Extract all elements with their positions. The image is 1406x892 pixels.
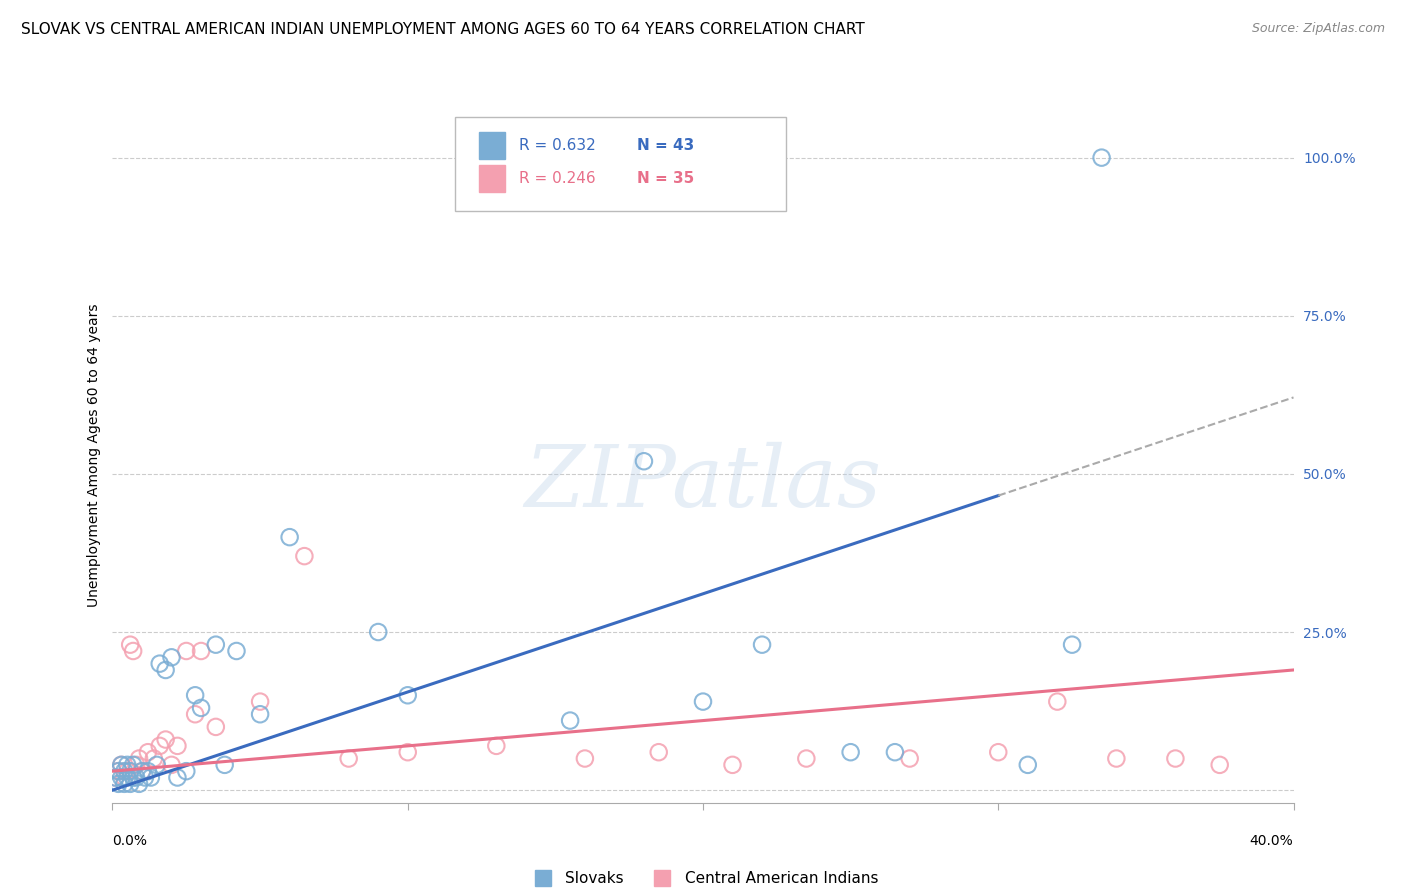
Y-axis label: Unemployment Among Ages 60 to 64 years: Unemployment Among Ages 60 to 64 years xyxy=(87,303,101,607)
Point xyxy=(160,650,183,665)
Point xyxy=(120,777,142,791)
Point xyxy=(166,739,188,753)
Point xyxy=(337,751,360,765)
Text: SLOVAK VS CENTRAL AMERICAN INDIAN UNEMPLOYMENT AMONG AGES 60 TO 64 YEARS CORRELA: SLOVAK VS CENTRAL AMERICAN INDIAN UNEMPL… xyxy=(21,22,865,37)
Point xyxy=(1091,151,1114,165)
Point xyxy=(128,777,150,791)
Point xyxy=(122,644,145,658)
Point xyxy=(107,764,129,779)
Point xyxy=(558,714,582,728)
Point xyxy=(485,739,508,753)
Point xyxy=(107,777,129,791)
Point xyxy=(131,764,153,779)
Point xyxy=(205,638,228,652)
Point xyxy=(1017,757,1039,772)
Text: N = 35: N = 35 xyxy=(637,171,695,186)
Point xyxy=(796,751,818,765)
Point xyxy=(190,644,212,658)
Point xyxy=(155,732,177,747)
Point xyxy=(107,764,129,779)
Point xyxy=(104,771,127,785)
Point xyxy=(120,764,142,779)
Point xyxy=(751,638,773,652)
Point xyxy=(142,751,165,765)
Point xyxy=(898,751,921,765)
Point xyxy=(110,757,132,772)
Point xyxy=(396,745,419,759)
FancyBboxPatch shape xyxy=(478,166,505,192)
Point xyxy=(396,688,419,702)
Point xyxy=(120,638,142,652)
Point xyxy=(104,771,127,785)
Point xyxy=(112,771,135,785)
Text: R = 0.246: R = 0.246 xyxy=(519,171,595,186)
Point xyxy=(160,757,183,772)
Point xyxy=(633,454,655,468)
Point xyxy=(149,657,172,671)
Point xyxy=(1164,751,1187,765)
Point xyxy=(117,757,138,772)
Point xyxy=(647,745,671,759)
Point xyxy=(112,764,135,779)
Point xyxy=(136,764,159,779)
Point xyxy=(134,771,156,785)
Point xyxy=(214,757,236,772)
Point xyxy=(117,764,138,779)
Point xyxy=(117,771,138,785)
Text: R = 0.632: R = 0.632 xyxy=(519,137,596,153)
Point xyxy=(225,644,247,658)
Point xyxy=(1062,638,1084,652)
Point xyxy=(149,739,172,753)
Point xyxy=(292,549,315,563)
Point xyxy=(166,771,188,785)
Point xyxy=(249,695,271,709)
Point xyxy=(1105,751,1128,765)
Point xyxy=(125,771,148,785)
Point xyxy=(146,757,169,772)
Point xyxy=(987,745,1010,759)
Point xyxy=(190,701,212,715)
Point xyxy=(1046,695,1069,709)
Point xyxy=(131,764,153,779)
Point xyxy=(122,771,145,785)
Point xyxy=(692,695,714,709)
Text: ZIPatlas: ZIPatlas xyxy=(524,442,882,524)
Point xyxy=(122,757,145,772)
Point xyxy=(367,625,389,640)
Text: N = 43: N = 43 xyxy=(637,137,695,153)
Point xyxy=(139,771,162,785)
Point xyxy=(136,745,159,759)
Legend: Slovaks, Central American Indians: Slovaks, Central American Indians xyxy=(522,865,884,892)
Point xyxy=(184,707,207,722)
Point xyxy=(174,644,197,658)
Point xyxy=(574,751,596,765)
Point xyxy=(110,771,132,785)
Point xyxy=(721,757,744,772)
Point xyxy=(884,745,907,759)
Point xyxy=(110,757,132,772)
Point xyxy=(174,764,197,779)
Point xyxy=(1208,757,1232,772)
Point xyxy=(112,777,135,791)
Point xyxy=(155,663,177,677)
Point xyxy=(205,720,228,734)
Point xyxy=(184,688,207,702)
Point xyxy=(125,757,148,772)
FancyBboxPatch shape xyxy=(478,132,505,159)
FancyBboxPatch shape xyxy=(456,118,786,211)
Text: Source: ZipAtlas.com: Source: ZipAtlas.com xyxy=(1251,22,1385,36)
Point xyxy=(278,530,301,544)
Point xyxy=(128,751,150,765)
Point xyxy=(839,745,862,759)
Point xyxy=(249,707,271,722)
Text: 40.0%: 40.0% xyxy=(1250,834,1294,848)
Text: 0.0%: 0.0% xyxy=(112,834,148,848)
